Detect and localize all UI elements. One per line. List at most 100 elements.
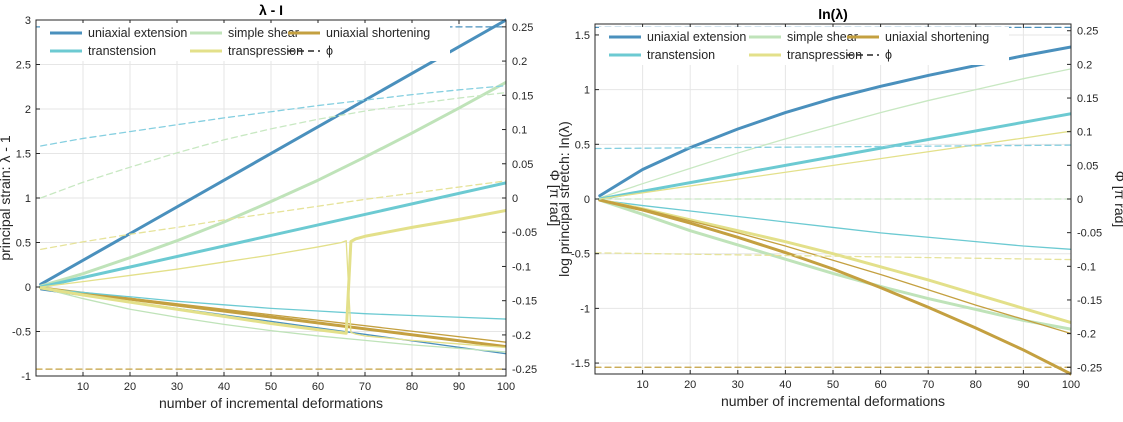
legend-label: ϕ <box>326 44 333 58</box>
y-tick-label: 1.5 <box>575 30 590 42</box>
y2-tick-label: -0.05 <box>512 227 537 239</box>
x-tick-label: 70 <box>359 381 371 393</box>
x-tick-label: 50 <box>265 381 277 393</box>
chart-lambda-minus-one: 10 20 30 40 50 60 70 80 90 100-1-0.500.511.522.53… <box>0 2 563 411</box>
y-tick-label: -1.5 <box>571 358 590 370</box>
y2-axis-label: Φ [π rad] <box>1112 171 1123 228</box>
x-tick-label: 50 <box>827 379 839 391</box>
y-tick-label: 1.5 <box>16 149 31 161</box>
series-line-8 <box>39 208 506 335</box>
series-line-8 <box>599 199 1071 335</box>
y2-tick-label: 0.15 <box>512 90 533 102</box>
series-line-4 <box>599 199 1071 250</box>
y2-tick-label: -0.15 <box>512 296 537 308</box>
y2-tick-label: 0.1 <box>1077 127 1092 139</box>
chart-log-lambda: 10 20 30 40 50 60 70 80 90 100-1.5-1-0.500.511.5-… <box>556 6 1123 409</box>
y-tick-label: -1 <box>580 303 590 315</box>
x-axis: 10 20 30 40 50 60 70 80 90 100 <box>77 20 515 393</box>
series-line-5 <box>40 287 506 343</box>
series-line-7 <box>598 198 1071 376</box>
y-tick-label: 2 <box>25 104 31 116</box>
y2-tick-label: -0.2 <box>1077 329 1096 341</box>
x-tick-label: 10 <box>636 379 648 391</box>
x-tick-label: 60 <box>312 381 324 393</box>
x-tick-label: 80 <box>970 379 982 391</box>
legend-label: uniaxial shortening <box>885 30 989 44</box>
x-tick-label: 20 <box>684 379 696 391</box>
x-tick-label: 70 <box>922 379 934 391</box>
x-tick-label: 60 <box>874 379 886 391</box>
y-tick-label: -0.5 <box>571 249 590 261</box>
series-line-2 <box>39 80 506 288</box>
legend-label: transtension <box>88 44 156 58</box>
y-tick-label: 3 <box>25 15 31 27</box>
y-tick-label: 0.5 <box>575 139 590 151</box>
legend-label: uniaxial extension <box>647 30 746 44</box>
series-group <box>36 18 506 370</box>
series-line-12 <box>40 85 506 147</box>
x-tick-label: 100 <box>497 381 515 393</box>
chart-title: ln(λ) <box>818 6 848 22</box>
y-tick-label: -0.5 <box>12 327 31 339</box>
y-axis-label: principal strain: λ - 1 <box>0 135 13 260</box>
legend: uniaxial extension simple shear uniaxial s… <box>599 27 1009 65</box>
y-axis-label: log principal stretch: ln(λ) <box>556 121 572 277</box>
y-axis-left: -1 -0.5 0 0.5 1 1.5 2 2.5 3 <box>12 15 40 383</box>
legend-label: uniaxial shortening <box>326 26 430 40</box>
y2-axis-label: Φ [π rad] <box>547 170 563 227</box>
x-tick-label: 80 <box>406 381 418 393</box>
x-tick-label: 100 <box>1062 379 1080 391</box>
series-line-1 <box>599 68 1071 199</box>
series-line-2 <box>598 198 1071 331</box>
y2-tick-label: -0.15 <box>1077 295 1102 307</box>
x-tick-label: 20 <box>124 381 136 393</box>
y-axis-left: -1.5 -1 -0.5 0 0.5 1 1.5 <box>571 30 599 370</box>
y2-tick-label: 0.2 <box>512 56 527 68</box>
x-axis-label: number of incremental deformations <box>159 395 383 411</box>
y2-tick-label: 0 <box>512 193 518 205</box>
y-tick-label: -1 <box>21 371 31 383</box>
y2-tick-label: 0.2 <box>1077 59 1092 71</box>
series-line-13 <box>40 91 506 199</box>
y2-tick-label: -0.05 <box>1077 228 1102 240</box>
y2-tick-label: 0.25 <box>512 22 533 34</box>
x-tick-label: 40 <box>779 379 791 391</box>
series-line-6 <box>598 198 1071 325</box>
y-tick-label: 2.5 <box>16 60 31 72</box>
x-tick-label: 40 <box>218 381 230 393</box>
series-line-6 <box>39 181 506 289</box>
legend-label: transpression <box>787 48 862 62</box>
series-line-9 <box>40 240 506 349</box>
legend-label: simple shear <box>228 26 299 40</box>
y2-tick-label: -0.2 <box>512 330 531 342</box>
y-tick-label: 0.5 <box>16 238 31 250</box>
legend: uniaxial extension simple shear uniaxial s… <box>40 23 450 61</box>
y2-tick-label: -0.1 <box>512 261 531 273</box>
x-tick-label: 30 <box>732 379 744 391</box>
legend-label: ϕ <box>885 48 892 62</box>
series-line-7 <box>40 288 506 320</box>
series-line-4 <box>39 286 506 349</box>
y2-tick-label: 0 <box>1077 194 1083 206</box>
series-line-3 <box>598 112 1071 201</box>
y-axis-right: -0.25 -0.2 -0.15 -0.1 -0.05 0 0.05 0.1 0.15 0.2 0.… <box>1067 26 1102 374</box>
x-tick-label: 90 <box>1017 379 1029 391</box>
series-line-0 <box>39 18 506 286</box>
y-tick-label: 1 <box>25 193 31 205</box>
series-line-5 <box>599 130 1071 200</box>
legend-label: transpression <box>228 44 303 58</box>
series-line-3 <box>40 287 506 353</box>
legend-box <box>40 23 450 61</box>
series-group <box>595 26 1071 376</box>
y-tick-label: 0 <box>25 282 31 294</box>
y2-tick-label: 0.15 <box>1077 93 1098 105</box>
y2-tick-label: -0.1 <box>1077 261 1096 273</box>
y2-tick-label: -0.25 <box>512 364 537 376</box>
x-tick-label: 10 <box>77 381 89 393</box>
y2-tick-label: 0.05 <box>1077 160 1098 172</box>
x-axis-label: number of incremental deformations <box>721 393 945 409</box>
legend-label: transtension <box>647 48 715 62</box>
series-line-14 <box>40 180 506 251</box>
legend-box <box>599 27 1009 65</box>
